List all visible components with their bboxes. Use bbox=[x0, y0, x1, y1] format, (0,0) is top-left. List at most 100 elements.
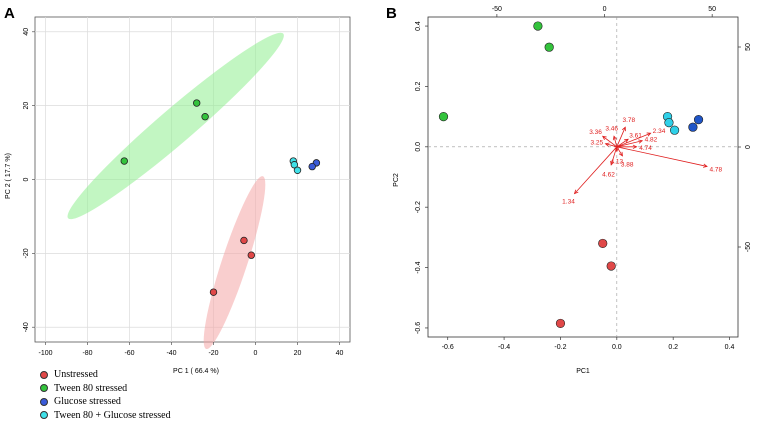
panel-b-y-ticks: -0.6 -0.4 -0.2 0.0 0.2 0.4 bbox=[415, 21, 428, 334]
loading-vector-9 bbox=[605, 143, 617, 148]
loading-vector-label-9: 3.25 bbox=[591, 139, 604, 146]
legend-item-3: Tween 80 + Glucose stressed bbox=[40, 409, 171, 423]
loading-vector-1 bbox=[574, 146, 618, 194]
loading-vector-0 bbox=[616, 146, 708, 167]
panel-b-y-label: PC2 bbox=[393, 173, 400, 187]
y-tick-label-1: -0.4 bbox=[415, 261, 422, 273]
panel-a-y-label: PC 2 ( 17.7 %) bbox=[5, 153, 12, 199]
point-s1-2 bbox=[438, 112, 449, 122]
point-s0-1 bbox=[247, 251, 255, 259]
y-tick-label-4: 40 bbox=[23, 28, 30, 36]
panel-b: B 4.78 1.34 3.78 2.34 4.824.74 3.36 3.46 3.61 3.… bbox=[386, 5, 752, 375]
point-s0-2 bbox=[209, 288, 218, 296]
point-s0-0 bbox=[240, 236, 248, 245]
legend-marker-icon bbox=[40, 370, 48, 379]
right-tick-label-1: 0 bbox=[745, 145, 752, 149]
point-s0-1 bbox=[606, 261, 616, 271]
x-tick-label-2: -60 bbox=[124, 350, 134, 357]
loading-vector-label-6: 3.36 bbox=[589, 129, 602, 136]
loading-vector-label-3: 2.34 bbox=[653, 128, 666, 135]
y-tick-label-3: 0.0 bbox=[415, 142, 422, 152]
y-tick-label-2: -0.2 bbox=[415, 201, 422, 213]
x-tick-label-0: -0.6 bbox=[442, 344, 454, 351]
loading-vector-label-7: 3.46 bbox=[605, 126, 618, 133]
x-tick-label-4: -20 bbox=[208, 350, 218, 357]
loading-vector-2 bbox=[616, 127, 626, 147]
legend-label: Tween 80 + Glucose stressed bbox=[54, 409, 171, 421]
panel-b-points bbox=[438, 21, 704, 329]
loading-vector-head-8 bbox=[624, 138, 629, 143]
panel-a-x-label: PC 1 ( 66.4 %) bbox=[173, 368, 219, 375]
loading-vector-label-10: 4.13 bbox=[610, 158, 623, 165]
x-tick-label-7: 40 bbox=[336, 350, 344, 357]
loading-vector-head-11 bbox=[618, 151, 623, 157]
y-tick-label-2: 0 bbox=[23, 177, 30, 181]
panel-a-points bbox=[120, 99, 321, 296]
point-s2-1 bbox=[688, 122, 698, 132]
loading-vector-head-7 bbox=[612, 135, 617, 141]
loading-vector-label-1: 1.34 bbox=[562, 198, 575, 205]
y-tick-label-5: 0.4 bbox=[415, 21, 422, 31]
point-s2-0 bbox=[693, 115, 704, 125]
loading-vector-8 bbox=[616, 138, 629, 148]
loading-vector-label-8: 3.61 bbox=[629, 132, 642, 139]
loading-vector-head-4 bbox=[638, 139, 644, 144]
x-tick-label-2: -0.2 bbox=[554, 344, 566, 351]
y-tick-label-1: -20 bbox=[23, 248, 30, 258]
point-s3-1 bbox=[290, 161, 299, 169]
loading-vector-label-2: 3.78 bbox=[623, 117, 636, 124]
point-s3-2 bbox=[669, 125, 680, 135]
loading-vector-label-5: 4.74 bbox=[639, 145, 652, 152]
loading-vector-head-1 bbox=[573, 189, 579, 195]
x-tick-label-6: 20 bbox=[294, 350, 302, 357]
point-s1-0 bbox=[533, 21, 543, 31]
point-s1-0 bbox=[192, 99, 201, 107]
panel-b-x-ticks: -0.6 -0.4 -0.2 0.0 0.2 0.4 bbox=[442, 337, 735, 351]
point-s1-1 bbox=[201, 113, 209, 121]
y-tick-label-4: 0.2 bbox=[415, 81, 422, 91]
panel-b-plot-area bbox=[427, 16, 739, 338]
loading-vector-head-6 bbox=[601, 135, 607, 140]
loading-vector-head-9 bbox=[604, 142, 610, 147]
x-tick-label-0: -100 bbox=[38, 350, 52, 357]
x-tick-label-3: 0.0 bbox=[612, 344, 622, 351]
point-s0-2 bbox=[555, 318, 566, 329]
legend-marker-icon bbox=[40, 384, 48, 393]
loading-vector-label-12: 4.62 bbox=[602, 172, 615, 179]
legend-item-1: Tween 80 stressed bbox=[40, 382, 171, 396]
panel-a: A -100 -80 -60 -40 -20 0 20 40 -40 -20 0 20 40 PC 1… bbox=[4, 5, 351, 375]
y-tick-label-3: 20 bbox=[23, 102, 30, 110]
loading-vector-head-2 bbox=[621, 126, 626, 132]
loading-vector-7 bbox=[613, 136, 618, 147]
loading-vector-label-4: 4.82 bbox=[645, 137, 658, 144]
point-s1-2 bbox=[120, 157, 128, 165]
panel-b-loading-vectors: 4.78 1.34 3.78 2.34 4.824.74 3.36 3.46 3.61 3.25… bbox=[562, 117, 722, 205]
panel-b-x-label: PC1 bbox=[576, 368, 590, 375]
loading-vector-label-0: 4.78 bbox=[709, 166, 722, 173]
legend-label: Glucose stressed bbox=[54, 396, 121, 408]
panel-a-grid bbox=[35, 17, 350, 342]
x-tick-label-1: -80 bbox=[82, 350, 92, 357]
x-tick-label-3: -40 bbox=[166, 350, 176, 357]
x-tick-label-5: 0 bbox=[254, 350, 258, 357]
panel-a-y-ticks: -40 -20 0 20 40 bbox=[23, 28, 35, 332]
point-s3-1 bbox=[664, 118, 674, 128]
loading-vector-head-3 bbox=[646, 132, 652, 137]
loading-vector-label-11: 3.88 bbox=[621, 162, 634, 169]
legend-label: Tween 80 stressed bbox=[54, 382, 128, 394]
confidence-ellipse-0 bbox=[67, 32, 284, 220]
panel-a-ellipses bbox=[67, 32, 284, 350]
legend-marker-icon bbox=[40, 411, 48, 420]
legend-label: Unstressed bbox=[54, 369, 98, 381]
panel-b-label: B bbox=[386, 5, 397, 22]
loading-vector-12 bbox=[610, 146, 618, 166]
top-tick-label-0: -50 bbox=[492, 6, 502, 13]
legend-marker-icon bbox=[40, 397, 48, 406]
top-tick-label-2: 50 bbox=[708, 6, 716, 13]
loading-vector-4 bbox=[616, 140, 643, 148]
panel-b-right-ticks: -50 0 50 bbox=[738, 43, 752, 252]
y-tick-label-0: -0.6 bbox=[415, 322, 422, 334]
legend: Unstressed Tween 80 stressed Glucose stres… bbox=[40, 368, 171, 422]
panel-b-top-ticks: -50 0 50 bbox=[492, 6, 716, 17]
point-s0-0 bbox=[598, 238, 608, 249]
